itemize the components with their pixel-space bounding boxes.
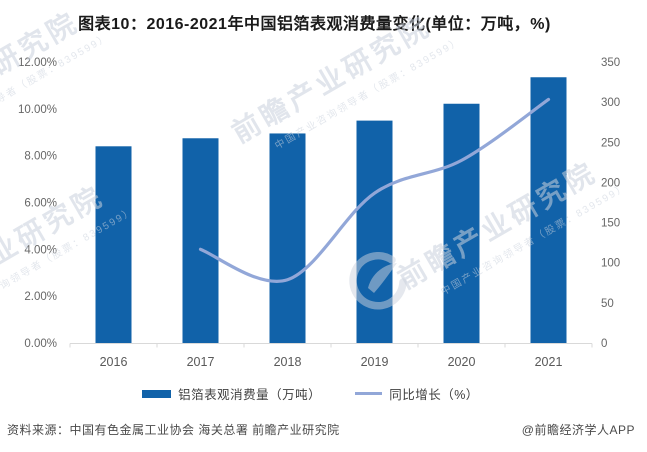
chart-legend: 铝箔表观消费量（万吨） 同比增长（%） [0, 384, 634, 403]
x-tick-label-2020: 2020 [448, 355, 476, 369]
legend-item-consumption: 铝箔表观消费量（万吨） [142, 384, 321, 403]
y-right-tick-label: 350 [601, 57, 620, 69]
bar-2017 [182, 138, 219, 343]
y-left-tick-label: 8.00% [24, 151, 57, 163]
legend-line-label: 同比增长（%） [389, 388, 479, 402]
y-right-tick-label: 200 [601, 177, 620, 189]
data-source-text: 资料来源：中国有色金属工业协会 海关总署 前瞻产业研究院 [7, 423, 340, 437]
y-right-tick-label: 250 [601, 137, 620, 149]
x-tick-label-2021: 2021 [535, 355, 563, 369]
x-tick-label-2019: 2019 [361, 355, 389, 369]
legend-line-swatch-icon [355, 392, 383, 395]
y-right-tick-label: 0 [601, 338, 607, 350]
legend-item-growth: 同比增长（%） [355, 384, 479, 403]
chart-plot-area: 0.00% 2.00% 4.00% 6.00% 8.00% 10.00% 12.00% 0 50… [18, 57, 620, 369]
y-left-tick-label: 6.00% [24, 198, 57, 210]
y-right-tick-label: 300 [601, 97, 620, 109]
y-left-tick-label: 12.00% [18, 57, 57, 69]
source-row: 资料来源：中国有色金属工业协会 海关总署 前瞻产业研究院 @前瞻经济学人APP [7, 421, 635, 438]
y-left-tick-label: 4.00% [24, 244, 57, 256]
x-tick-label-2017: 2017 [187, 355, 215, 369]
bar-2019 [356, 120, 393, 343]
y-left-tick-label: 2.00% [24, 291, 57, 303]
legend-bar-label: 铝箔表观消费量（万吨） [178, 388, 322, 402]
bar-2021 [530, 77, 567, 344]
x-axis [69, 343, 593, 348]
y-right-tick-label: 150 [601, 218, 620, 230]
bar-2020 [443, 103, 480, 344]
bar-2018 [269, 133, 306, 343]
x-axis-labels: 2016 2017 2018 2019 2020 2021 [100, 355, 563, 369]
bar-2016 [95, 146, 132, 343]
brand-credit-text: @前瞻经济学人APP [521, 423, 635, 437]
legend-bar-swatch-icon [142, 389, 172, 398]
y-axis-left-labels: 0.00% 2.00% 4.00% 6.00% 8.00% 10.00% 12.00% [18, 57, 57, 350]
y-right-tick-label: 100 [601, 258, 620, 270]
chart-title: 图表10：2016-2021年中国铝箔表观消费量变化(单位：万吨，%) [78, 16, 551, 33]
x-tick-label-2016: 2016 [100, 355, 128, 369]
growth-line [198, 97, 551, 283]
y-left-tick-label: 0.00% [24, 338, 57, 350]
x-tick-label-2018: 2018 [274, 355, 302, 369]
y-right-tick-label: 50 [601, 298, 614, 310]
y-left-tick-label: 10.00% [18, 104, 57, 116]
bar-series [95, 77, 567, 344]
y-axis-right-labels: 0 50 100 150 200 250 300 350 [601, 57, 620, 350]
